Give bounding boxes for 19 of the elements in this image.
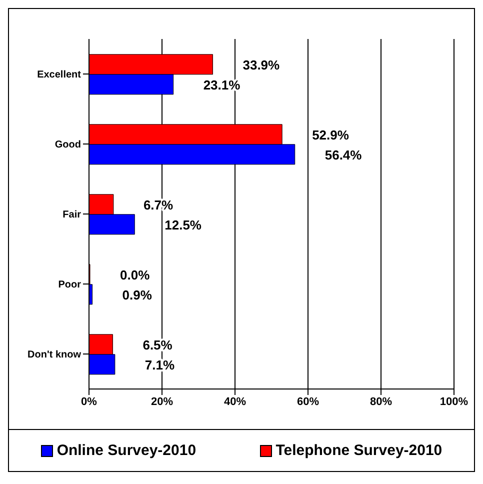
- y-tick-label: Don't know: [28, 350, 82, 361]
- data-label: 0.0%: [120, 267, 150, 282]
- y-tick-label: Poor: [58, 280, 82, 291]
- y-tick-label: Excellent: [37, 70, 82, 81]
- data-label: 52.9%: [312, 127, 350, 142]
- x-tick-label: 60%: [296, 396, 320, 408]
- x-tick-label: 80%: [370, 396, 392, 408]
- data-label: 0.9%: [122, 287, 152, 302]
- legend-label: Telephone Survey-2010: [274, 442, 442, 459]
- x-tick-label: 100%: [440, 396, 468, 408]
- x-tick-label: 40%: [224, 396, 246, 408]
- x-tick-label: 20%: [150, 396, 174, 408]
- data-label: 33.9%: [242, 57, 280, 72]
- data-label: 56.4%: [324, 147, 362, 162]
- y-tick-label: Good: [54, 140, 81, 151]
- x-tick-label: 0%: [81, 396, 98, 408]
- y-tick-label: Fair: [62, 210, 82, 221]
- data-label: 12.5%: [164, 217, 202, 232]
- legend-label: Online Survey-2010: [56, 442, 196, 459]
